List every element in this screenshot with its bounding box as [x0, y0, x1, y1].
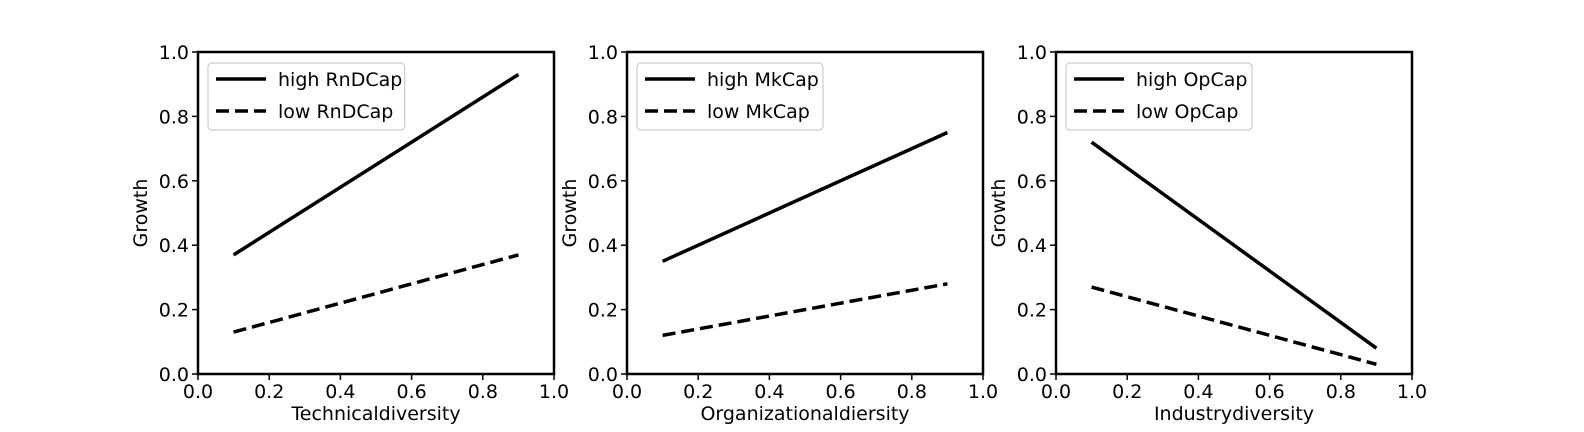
legend: high OpCap low OpCap: [1065, 62, 1253, 131]
x-tick-label: 0.6: [825, 381, 855, 403]
x-tick-label: 0.8: [1326, 381, 1356, 403]
y-axis-label: Growth: [988, 179, 1010, 248]
y-tick-label: 0.0: [159, 364, 189, 386]
legend-label: low MkCap: [707, 101, 810, 123]
y-tick-label: 0.4: [1017, 235, 1047, 257]
y-tick-label: 0.0: [588, 364, 618, 386]
legend-label: low OpCap: [1136, 101, 1238, 123]
y-tick-label: 1.0: [588, 42, 618, 64]
x-tick-label: 0.4: [1183, 381, 1213, 403]
chart-panel-1: 0.0 0.2 0.4 0.6 0.8 1.0 0.0 0.2 0.4 0.6 0.8 1.0 Tech…: [130, 42, 569, 425]
y-tick-label: 0.6: [1017, 171, 1047, 193]
y-axis-label: Growth: [130, 179, 152, 248]
y-tick-label: 0.8: [159, 106, 189, 128]
x-tick-label: 0.4: [754, 381, 784, 403]
plot-frame: [625, 50, 985, 376]
series-line-high-opcap: [1090, 140, 1378, 350]
x-tick-label: 0.0: [1041, 381, 1071, 403]
x-tick-label: 0.2: [683, 381, 713, 403]
y-tick-label: 0.4: [588, 235, 618, 257]
y-tick-label: 0.8: [588, 106, 618, 128]
y-tick-label: 1.0: [159, 42, 189, 64]
series-line-high-rndcap: [232, 73, 520, 257]
x-tick-label: 0.4: [325, 381, 355, 403]
y-tick-label: 0.6: [159, 171, 189, 193]
legend: high RnDCap low RnDCap: [207, 62, 406, 131]
legend: high MkCap low MkCap: [636, 62, 824, 131]
series-line-low-opcap: [1091, 285, 1377, 366]
legend-label: high RnDCap: [278, 69, 402, 91]
y-axis-label: Growth: [559, 179, 581, 248]
legend-label: high OpCap: [1136, 69, 1247, 91]
series-line-high-mkcap: [661, 130, 949, 263]
x-axis-label: Industrydiversity: [1154, 403, 1314, 425]
chart-panel-2: 0.0 0.2 0.4 0.6 0.8 1.0 0.0 0.2 0.4 0.6 0.8 1.0 Orga…: [559, 42, 998, 425]
legend-label: low RnDCap: [278, 101, 393, 123]
x-tick-label: 1.0: [968, 381, 998, 403]
chart-panel-3: 0.0 0.2 0.4 0.6 0.8 1.0 0.0 0.2 0.4 0.6 0.8 1.0 Indu…: [988, 42, 1427, 425]
plot-frame: [196, 50, 556, 376]
x-tick-label: 0.0: [612, 381, 642, 403]
x-tick-label: 0.6: [396, 381, 426, 403]
legend-label: high MkCap: [707, 69, 819, 91]
x-tick-label: 0.0: [183, 381, 213, 403]
y-tick-label: 0.6: [588, 171, 618, 193]
series-line-low-mkcap: [662, 282, 948, 338]
x-tick-label: 1.0: [539, 381, 569, 403]
y-tick-label: 0.2: [1017, 300, 1047, 322]
x-tick-label: 0.8: [897, 381, 927, 403]
x-tick-label: 1.0: [1397, 381, 1427, 403]
y-tick-label: 0.4: [159, 235, 189, 257]
y-tick-label: 1.0: [1017, 42, 1047, 64]
x-axis-label: Organizationaldiersity: [700, 403, 909, 425]
x-tick-label: 0.6: [1254, 381, 1284, 403]
y-tick-label: 0.2: [588, 300, 618, 322]
y-tick-label: 0.8: [1017, 106, 1047, 128]
y-tick-label: 0.2: [159, 300, 189, 322]
plot-frame: [1054, 50, 1414, 376]
y-tick-label: 0.0: [1017, 364, 1047, 386]
x-tick-label: 0.2: [1112, 381, 1142, 403]
series-line-low-rndcap: [233, 253, 519, 334]
x-tick-label: 0.2: [254, 381, 284, 403]
x-axis-label: Technicaldiversity: [290, 403, 460, 425]
x-tick-label: 0.8: [468, 381, 498, 403]
